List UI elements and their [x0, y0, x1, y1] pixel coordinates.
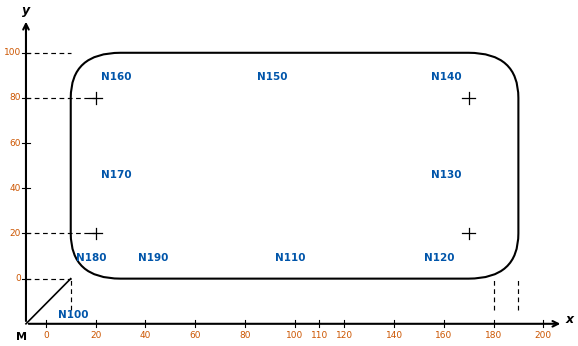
Text: x: x: [566, 313, 574, 326]
Text: N150: N150: [257, 72, 288, 82]
Text: 60: 60: [190, 330, 201, 339]
Text: N120: N120: [424, 253, 454, 263]
Text: 80: 80: [239, 330, 251, 339]
Text: y: y: [22, 4, 30, 17]
Text: N170: N170: [101, 170, 131, 180]
Text: N180: N180: [76, 253, 106, 263]
Text: N100: N100: [58, 310, 89, 320]
Text: M: M: [16, 333, 27, 342]
Text: N130: N130: [431, 170, 462, 180]
Text: N190: N190: [138, 253, 168, 263]
Text: 20: 20: [10, 229, 21, 238]
Text: 110: 110: [311, 330, 328, 339]
Text: N140: N140: [431, 72, 462, 82]
Text: N160: N160: [101, 72, 131, 82]
Text: 140: 140: [386, 330, 403, 339]
Text: 200: 200: [535, 330, 552, 339]
Text: 100: 100: [286, 330, 303, 339]
Text: 100: 100: [3, 48, 21, 57]
Text: 180: 180: [485, 330, 502, 339]
Text: 80: 80: [9, 93, 21, 102]
Text: N110: N110: [275, 253, 305, 263]
Text: 0: 0: [43, 330, 49, 339]
Text: 60: 60: [9, 139, 21, 148]
Text: 40: 40: [10, 184, 21, 193]
Text: 0: 0: [15, 274, 21, 283]
Text: 40: 40: [140, 330, 151, 339]
Text: 120: 120: [336, 330, 353, 339]
Text: 20: 20: [90, 330, 101, 339]
Text: 160: 160: [435, 330, 453, 339]
